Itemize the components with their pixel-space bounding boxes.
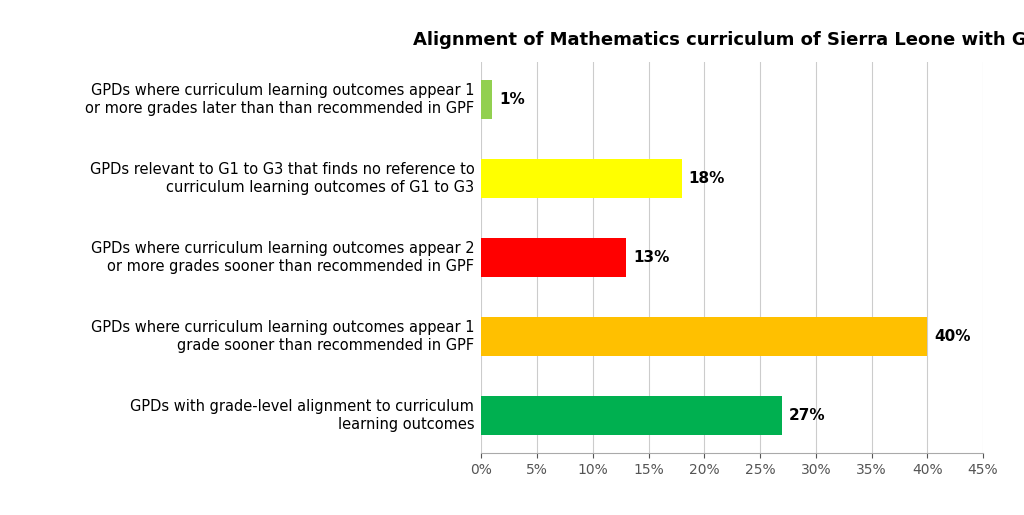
- Bar: [481, 396, 782, 435]
- Text: 13%: 13%: [633, 250, 670, 265]
- Text: 27%: 27%: [790, 408, 825, 423]
- Text: 18%: 18%: [689, 171, 725, 186]
- Text: GPDs relevant to G1 to G3 that finds no reference to
curriculum learning outcome: GPDs relevant to G1 to G3 that finds no …: [89, 162, 474, 195]
- Bar: [481, 238, 627, 277]
- Bar: [481, 80, 493, 119]
- Text: 1%: 1%: [499, 92, 525, 107]
- Text: GPDs where curriculum learning outcomes appear 1
grade sooner than recommended i: GPDs where curriculum learning outcomes …: [91, 320, 474, 353]
- Bar: [481, 317, 928, 356]
- Title: Alignment of Mathematics curriculum of Sierra Leone with GPF: Alignment of Mathematics curriculum of S…: [413, 31, 1024, 49]
- Text: GPDs where curriculum learning outcomes appear 1
or more grades later than than : GPDs where curriculum learning outcomes …: [85, 83, 474, 115]
- Text: 40%: 40%: [934, 329, 971, 344]
- Text: GPDs with grade-level alignment to curriculum
learning outcomes: GPDs with grade-level alignment to curri…: [130, 400, 474, 432]
- Bar: [481, 159, 682, 198]
- Text: GPDs where curriculum learning outcomes appear 2
or more grades sooner than reco: GPDs where curriculum learning outcomes …: [91, 242, 474, 273]
